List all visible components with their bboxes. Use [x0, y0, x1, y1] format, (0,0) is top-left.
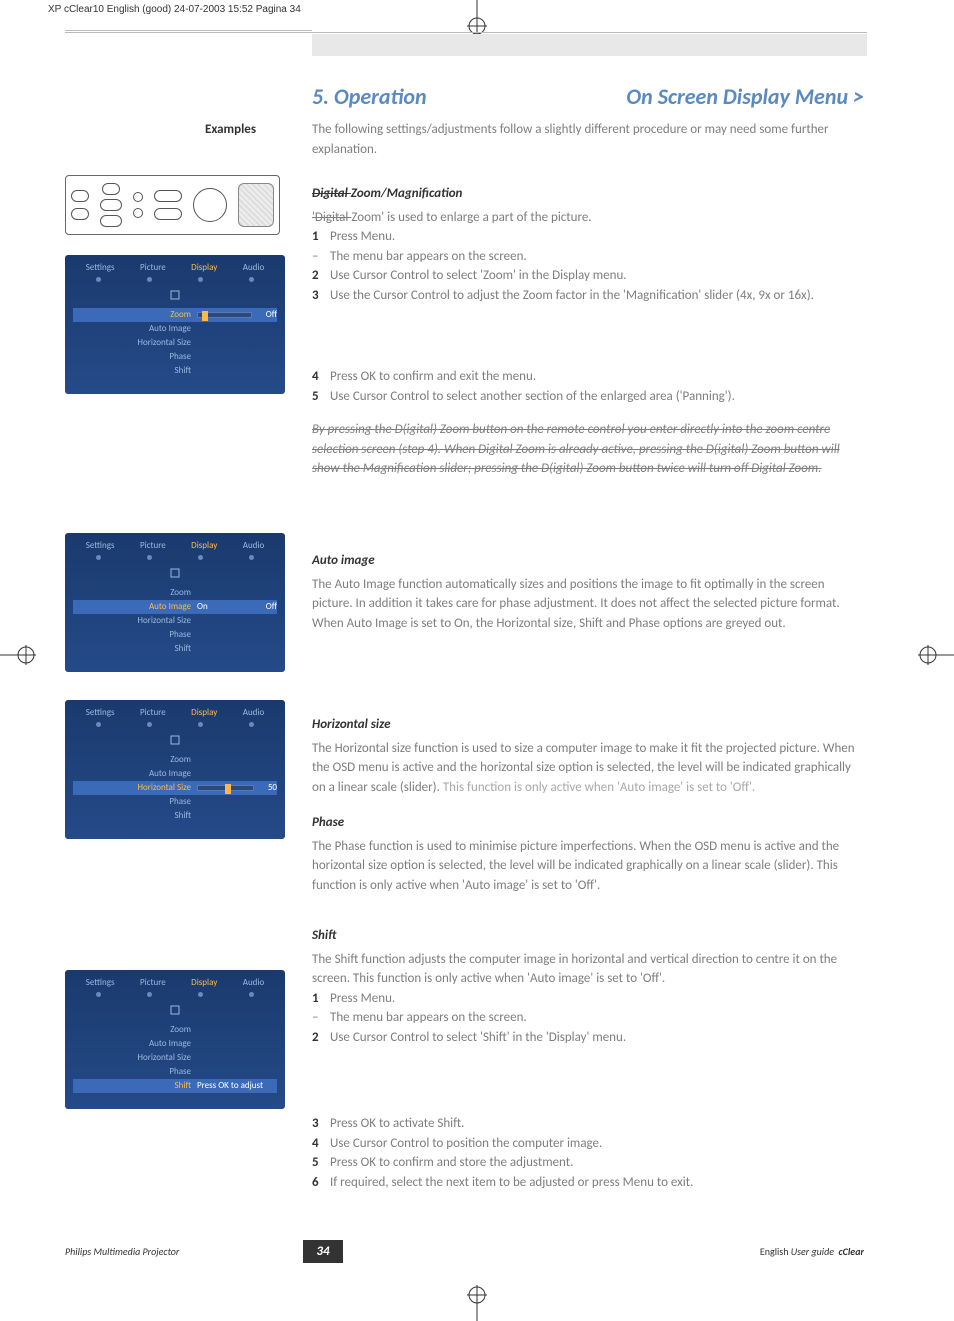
header-rule-long [65, 32, 867, 33]
remote-illustration [65, 175, 280, 235]
shift-heading: Shift [312, 926, 867, 946]
crop-mark-bottom [457, 1281, 497, 1321]
shift-step-5: Press OK to confirm and store the adjust… [330, 1155, 573, 1170]
section-number-title: 5. Operation [312, 80, 427, 113]
footer-left: Philips Multimedia Projector [65, 1244, 179, 1259]
auto-image-heading: Auto image [312, 551, 867, 571]
digital-zoom-block: Digital Zoom/Magnification 'Digital Zoom… [312, 170, 867, 479]
page-number: 34 [303, 1240, 343, 1264]
digital-zoom-heading: Digital Zoom/Magnification [312, 184, 867, 204]
header-rule-short [65, 30, 312, 31]
shift-step-2: Use Cursor Control to select 'Shift' in … [330, 1030, 626, 1045]
menu-screenshot-horiz: SettingsPicture DisplayAudio Zoom Auto I… [65, 700, 285, 839]
header-bar [312, 34, 867, 56]
digital-step-2: Use Cursor Control to select 'Zoom' in t… [330, 268, 627, 283]
digital-struck-2: selection screen (step 4). When Digital … [312, 440, 867, 460]
crop-mark-right [914, 635, 954, 675]
intro-text: The following settings/adjustments follo… [312, 120, 867, 159]
examples-label: Examples [205, 120, 256, 140]
menu-screenshot-zoom: SettingsPicture DisplayAudio Zoom Off Au… [65, 255, 285, 394]
phase-heading: Phase [312, 813, 867, 833]
shift-body: The Shift function adjusts the computer … [312, 950, 867, 989]
digital-struck-3: show the Magnification slider; pressing … [312, 459, 867, 479]
digital-step-1b: The menu bar appears on the screen. [330, 249, 527, 264]
digital-zoom-line1: 'Digital Zoom' is used to enlarge a part… [312, 208, 867, 228]
crop-mark-left [0, 635, 40, 675]
auto-image-body: The Auto Image function automatically si… [312, 575, 867, 634]
shift-step-3: Press OK to activate Shift. [330, 1116, 464, 1131]
section-right-title: On Screen Display Menu > [626, 80, 864, 113]
digital-struck-1: By pressing the D(igital) Zoom button on… [312, 420, 867, 440]
auto-image-block: Auto image The Auto Image function autom… [312, 537, 867, 633]
shift-block: Shift The Shift function adjusts the com… [312, 912, 867, 1047]
digital-step-4: Press OK to confirm and exit the menu. [330, 369, 536, 384]
digital-step-5: Use Cursor Control to select another sec… [330, 389, 735, 404]
print-header: XP cClear10 English (good) 24-07-2003 15… [48, 2, 301, 17]
shift-step-4: Use Cursor Control to position the compu… [330, 1136, 602, 1151]
phase-body: The Phase function is used to minimise p… [312, 837, 867, 896]
horizontal-size-heading: Horizontal size [312, 715, 867, 735]
shift-steps-3-6: 3Press OK to activate Shift. 4Use Cursor… [312, 1114, 867, 1192]
footer-right: English User guide cClear [760, 1244, 864, 1259]
menu-screenshot-auto: SettingsPicture DisplayAudio Zoom Auto I… [65, 533, 285, 672]
horizontal-size-block: Horizontal size The Horizontal size func… [312, 701, 867, 895]
menu-screenshot-shift: SettingsPicture DisplayAudio Zoom Auto I… [65, 970, 285, 1109]
horizontal-size-body: The Horizontal size function is used to … [312, 739, 867, 798]
shift-step-1b: The menu bar appears on the screen. [330, 1010, 527, 1025]
shift-step-6: If required, select the next item to be … [330, 1175, 693, 1190]
digital-step-3: Use the Cursor Control to adjust the Zoo… [330, 288, 814, 303]
digital-step-1: Press Menu. [330, 229, 395, 244]
shift-step-1: Press Menu. [330, 991, 395, 1006]
